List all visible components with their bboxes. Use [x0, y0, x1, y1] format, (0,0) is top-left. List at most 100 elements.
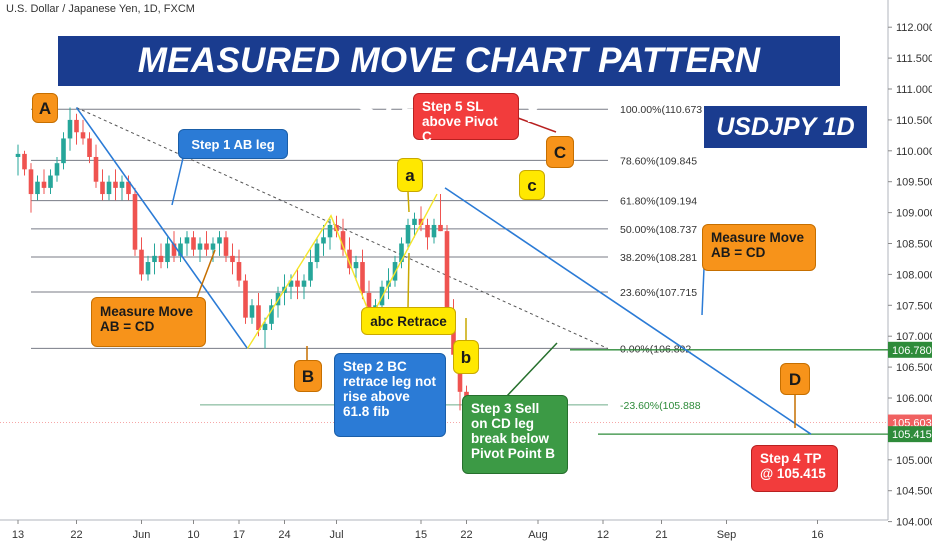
y-tick-label: 110.500	[896, 115, 932, 127]
candle-body	[288, 280, 294, 287]
x-tick-label: 21	[655, 529, 667, 541]
candle-body	[28, 169, 34, 195]
pivot-small-b-label: b	[453, 340, 479, 374]
candle-body	[210, 243, 216, 250]
candle-body	[243, 280, 248, 318]
x-tick-label: 13	[12, 529, 24, 541]
y-tick-label: 107.500	[896, 300, 932, 312]
step1-label: Step 1 AB leg	[178, 129, 288, 159]
candle-body	[119, 181, 125, 188]
candle-body	[418, 218, 424, 225]
x-tick-label: 10	[187, 529, 199, 541]
y-tick-label: 108.000	[896, 269, 932, 281]
candle-body	[262, 323, 268, 331]
y-tick-label: 104.000	[896, 517, 932, 529]
y-tick-label: 107.000	[896, 331, 932, 343]
candle-body	[54, 163, 60, 176]
fib-level-label: 61.80%(109.194	[620, 196, 697, 208]
pivot-c-label: C	[546, 136, 574, 168]
candle-body	[425, 224, 430, 238]
candle-body	[295, 280, 300, 287]
y-tick-label: 110.000	[896, 146, 932, 158]
candle-body	[171, 243, 177, 256]
candle-body	[327, 224, 333, 238]
x-tick-label: 12	[597, 529, 609, 541]
fib-level-label: 50.00%(108.737	[620, 224, 697, 236]
candle-body	[249, 305, 255, 318]
candle-body	[256, 305, 261, 331]
candle-body	[178, 243, 183, 256]
candle-body	[113, 181, 118, 188]
y-tick-label: 108.500	[896, 239, 932, 251]
y-tick-label: 109.000	[896, 208, 932, 220]
step3-label: Step 3 Sell on CD leg break below Pivot …	[462, 395, 568, 474]
step5-pointer	[517, 117, 557, 133]
pivot-a-label: A	[32, 93, 58, 123]
candle-body	[347, 249, 352, 269]
strategy-banner: MEASURED MOVE CHART PATTERN STRATEGY	[58, 36, 840, 130]
candle-body	[230, 255, 235, 263]
measure-left-pointer	[195, 249, 216, 301]
candle-body	[217, 237, 222, 244]
y-tick-label: 106.500	[896, 362, 932, 374]
candle-body	[126, 181, 131, 195]
measure-move-left-label: Measure Move AB = CD	[91, 297, 206, 347]
candle-body	[431, 224, 437, 238]
candle-body	[197, 243, 203, 250]
x-tick-label: 24	[278, 529, 290, 541]
cd-leg-line	[444, 187, 812, 435]
candle-body	[61, 138, 66, 164]
step5-label: Step 5 SL above Pivot C	[413, 93, 519, 144]
x-tick-label: 15	[415, 529, 427, 541]
measure-right-pointer	[701, 267, 705, 316]
y-tick-label: 111.000	[896, 84, 932, 96]
candle-body	[74, 119, 79, 133]
candle-body	[93, 156, 99, 182]
x-tick-label: 22	[460, 529, 472, 541]
candle-body	[191, 237, 196, 250]
step4-label: Step 4 TP @ 105.415	[751, 445, 838, 492]
candle-body	[15, 153, 21, 157]
candle-body	[269, 305, 274, 324]
candle-body	[366, 292, 372, 312]
candle-body	[139, 249, 144, 275]
candle-body	[321, 237, 326, 244]
pivot-d-label: D	[780, 363, 810, 395]
pivot-small-c-label: c	[519, 170, 545, 200]
y-tick-label: 109.500	[896, 177, 932, 189]
fib-level-label: 23.60%(107.715	[620, 287, 697, 299]
ab-leg-line	[75, 107, 249, 350]
x-tick-label: 22	[70, 529, 82, 541]
candle-body	[165, 243, 170, 263]
candle-body	[80, 132, 86, 139]
candle-body	[41, 181, 47, 188]
ticker-tag: USDJPY 1D	[704, 106, 867, 148]
candle-body	[87, 138, 92, 157]
x-tick-label: Jul	[329, 529, 343, 541]
fib-level-label: 38.20%(108.281	[620, 252, 697, 264]
candle-body	[412, 218, 417, 225]
candle-body	[360, 262, 365, 293]
candle-body	[340, 231, 346, 250]
pivot-small-a-pointer	[407, 191, 410, 213]
price-axis-label: 106.780	[892, 345, 932, 357]
y-tick-label: 105.000	[896, 455, 932, 467]
candle-body	[444, 231, 450, 312]
candle-body	[314, 243, 320, 263]
x-tick-label: Jun	[133, 529, 151, 541]
fib-level-label: 78.60%(109.845	[620, 155, 697, 167]
candle-body	[301, 280, 307, 287]
x-tick-label: Sep	[717, 529, 737, 541]
candle-body	[48, 175, 53, 188]
candle-body	[308, 262, 313, 281]
candle-body	[100, 181, 105, 195]
step3-pointer	[505, 342, 558, 398]
x-tick-label: 17	[233, 529, 245, 541]
abc-retrace-label: abc Retrace	[361, 307, 456, 335]
measure-move-right-label: Measure Move AB = CD	[702, 224, 816, 271]
abc-retrace-zigzag	[246, 193, 438, 349]
abc-retrace-pointer	[407, 252, 410, 309]
pivot-small-a-label: a	[397, 158, 423, 192]
